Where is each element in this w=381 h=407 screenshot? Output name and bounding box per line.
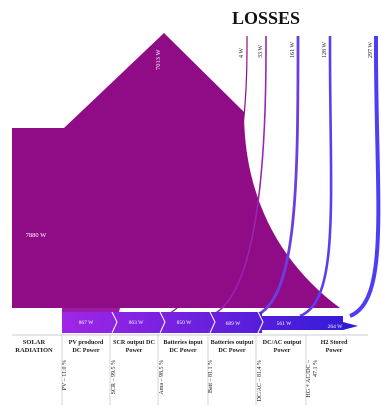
stage-category-5-line2: Power [274, 347, 291, 354]
stage-category-1-line1: PV produced [69, 339, 104, 346]
losses-title: LOSSES [232, 8, 300, 28]
loss-value-2: 33 W [258, 45, 264, 58]
loss-labels: 4 W 33 W 161 W 128 W 297 W [239, 42, 374, 58]
loss-curve-1 [163, 36, 248, 317]
efficiency-label-3: Ama – 98.5 % [159, 360, 165, 395]
arrow-separator-3 [209, 311, 216, 334]
efficiency-labels: PV – 11.0 % SCR – 99.5 % Ama – 98.5 % Batt … [62, 359, 319, 401]
loss-curve-2 [209, 36, 267, 317]
arrow-separator-1 [111, 311, 118, 334]
stage-category-4-line1: Batteries output [211, 339, 255, 346]
category-solar-radiation-line2: RADIATION [15, 347, 53, 354]
efficiency-label-1: PV – 11.0 % [62, 360, 68, 390]
arrow-separator-4 [257, 311, 264, 334]
stage-category-6-line2: Power [326, 347, 343, 354]
loss-value-5: 297 W [368, 42, 374, 58]
pv-loss-value: 7013 W [155, 48, 162, 70]
stage-value-5: 561 W [277, 321, 293, 327]
stage-value-6: 264 W [328, 324, 344, 330]
efficiency-label-6-line2: 47.1 % [313, 360, 319, 377]
stage-values: 867 W 863 W 850 W 689 W 561 W 264 W [79, 320, 344, 330]
stage-value-3: 850 W [177, 320, 193, 326]
efficiency-label-4: Batt – 81.1 % [208, 360, 214, 393]
stage-category-3-line2: DC Power [169, 347, 197, 354]
stage-category-3-line1: Batteries input [163, 339, 203, 346]
stage-category-6-line1: H2 Stored [321, 339, 348, 346]
efficiency-label-6-line1: HG + AC/DC – [306, 359, 312, 398]
loss-curves [163, 36, 381, 318]
stage-category-2-line2: Power [126, 347, 143, 354]
solar-radiation-band [12, 33, 340, 308]
stage-category-2-line1: SCR output DC [113, 339, 155, 346]
power-flow-arrow-strip [62, 312, 358, 333]
loss-value-1: 4 W [239, 48, 245, 58]
stage-value-1: 867 W [79, 320, 95, 326]
stage-value-4: 689 W [226, 321, 242, 327]
loss-curve-3 [254, 36, 300, 318]
efficiency-label-2: SCR – 99.5 % [111, 360, 117, 394]
efficiency-label-5: DC/AC – 81.4 % [257, 360, 263, 401]
solar-radiation-value: 7880 W [26, 232, 48, 239]
loss-curve-4 [299, 36, 333, 318]
stage-value-2: 863 W [129, 320, 145, 326]
loss-curve-5 [349, 36, 381, 318]
stage-category-4-line2: DC Power [218, 347, 246, 354]
arrow-separator-2 [159, 311, 166, 334]
category-dividers [61, 335, 307, 405]
arrow-separators [111, 311, 264, 334]
stage-category-5-line1: DC/AC output [263, 339, 303, 346]
loss-value-4: 128 W [322, 42, 328, 58]
category-solar-radiation-line1: SOLAR [23, 339, 46, 346]
stage-category-1-line2: DC Power [72, 347, 100, 354]
loss-value-3: 161 W [290, 42, 296, 58]
